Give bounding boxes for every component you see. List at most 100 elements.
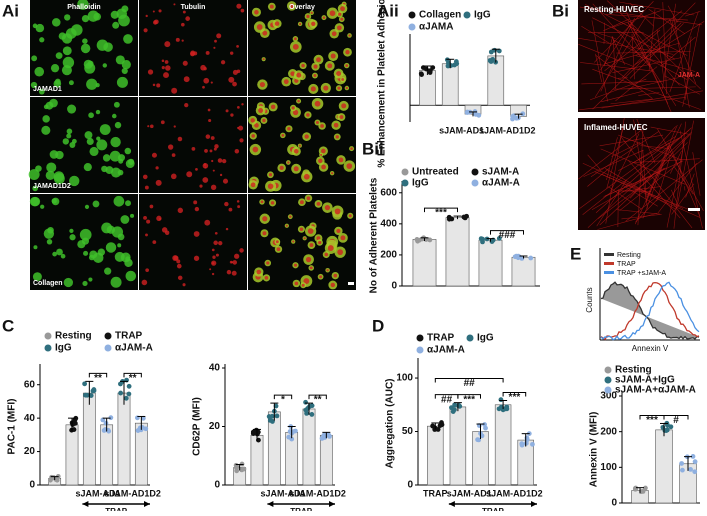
cell	[337, 249, 343, 255]
cell	[316, 121, 319, 124]
cell	[306, 257, 311, 262]
cell	[96, 110, 100, 114]
cell	[98, 249, 105, 256]
column-label: Tubulin	[181, 4, 206, 11]
cell	[262, 119, 265, 122]
cell	[183, 11, 186, 14]
legend-marker	[409, 12, 416, 19]
cell	[39, 37, 44, 42]
cell	[199, 185, 202, 188]
bar	[66, 425, 78, 485]
cell	[178, 276, 183, 281]
cell	[258, 108, 263, 113]
micrograph	[139, 97, 247, 193]
bar	[118, 393, 130, 485]
x-tick-label: sJAM-AD1D2	[479, 125, 536, 135]
cell	[147, 125, 149, 127]
cell	[313, 74, 316, 77]
cell	[208, 109, 211, 112]
cell	[56, 249, 63, 256]
point-deco	[51, 475, 56, 480]
legend-label: sJAM-A	[482, 167, 519, 178]
y-tick-label: 0	[611, 498, 617, 509]
cell	[325, 253, 329, 257]
cell	[69, 80, 74, 85]
point-deco	[275, 413, 280, 418]
cell	[216, 33, 221, 38]
y-tick-label: 200	[600, 426, 617, 437]
image-label: Resting-HUVEC	[584, 5, 644, 14]
cell	[230, 113, 233, 116]
cell	[316, 57, 321, 62]
cell	[125, 148, 132, 155]
sig-label: #	[673, 415, 679, 426]
cell	[52, 18, 61, 27]
legend-label: IgG	[412, 178, 429, 189]
cell	[232, 260, 237, 265]
cell	[178, 208, 183, 213]
point-deco	[489, 50, 494, 55]
cell	[46, 102, 54, 110]
legend-marker	[605, 367, 612, 374]
cell	[106, 242, 116, 252]
cell	[206, 51, 210, 55]
y-axis-label: Aggregation (AUC)	[385, 379, 396, 469]
cell	[317, 202, 321, 206]
legend-marker	[605, 387, 612, 394]
point-deco	[499, 397, 504, 402]
legend-marker	[472, 180, 479, 187]
cell	[208, 119, 211, 122]
cell	[124, 259, 132, 267]
point-deco	[461, 215, 466, 220]
point-deco	[680, 468, 685, 473]
cell	[89, 147, 98, 156]
y-tick-label: 0	[391, 281, 397, 292]
cell	[111, 277, 122, 288]
cell	[221, 60, 225, 64]
cell	[156, 180, 162, 186]
cell	[226, 228, 228, 230]
cell	[117, 243, 121, 247]
cell	[293, 44, 299, 50]
cell	[287, 161, 289, 163]
panel-label: E	[570, 244, 581, 263]
cell	[311, 86, 316, 91]
cell	[304, 174, 310, 180]
sig-label: **	[314, 395, 322, 406]
bar	[442, 64, 458, 105]
cell	[304, 237, 306, 239]
cell	[66, 134, 71, 139]
point-deco	[692, 469, 697, 474]
micrograph	[578, 118, 705, 230]
cell	[295, 282, 299, 286]
cell	[204, 220, 210, 226]
cell	[123, 34, 133, 44]
cell	[153, 84, 156, 87]
cell	[183, 61, 188, 66]
row-label: Collagen	[33, 280, 63, 287]
cell	[204, 163, 207, 166]
cell	[178, 137, 183, 142]
cell	[230, 51, 233, 54]
legend-label: IgG	[477, 333, 494, 344]
cell	[229, 208, 233, 212]
cell	[204, 149, 208, 153]
legend-marker	[402, 180, 409, 187]
cell	[145, 268, 149, 272]
cell	[156, 83, 160, 87]
y-tick-label: 400	[380, 218, 397, 229]
cell	[165, 65, 171, 71]
legend-label: TRAP	[115, 331, 143, 342]
point-deco	[465, 110, 470, 115]
cell	[211, 82, 213, 84]
cell	[93, 200, 100, 207]
cell	[161, 120, 165, 124]
cell	[334, 123, 339, 128]
cell	[224, 202, 228, 206]
cell	[164, 41, 170, 47]
y-tick-label: 20	[24, 446, 36, 457]
cell	[216, 254, 219, 257]
y-axis-label: Annexin V (MFI)	[589, 412, 600, 488]
cell	[262, 216, 267, 221]
cell	[72, 139, 77, 144]
